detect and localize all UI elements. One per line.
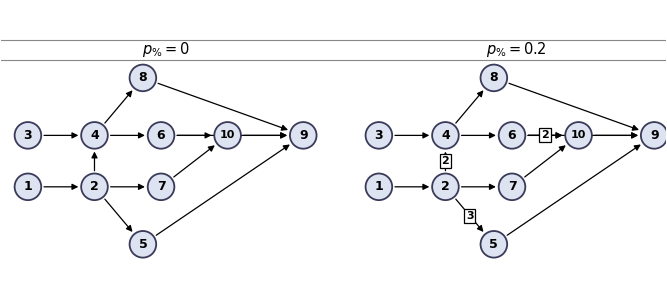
Text: 2: 2 bbox=[441, 180, 450, 193]
Circle shape bbox=[129, 65, 156, 91]
Circle shape bbox=[432, 122, 459, 149]
Text: 2: 2 bbox=[542, 131, 549, 140]
Text: 9: 9 bbox=[650, 129, 658, 142]
Circle shape bbox=[147, 173, 174, 200]
Circle shape bbox=[214, 122, 241, 149]
Text: 3: 3 bbox=[23, 129, 32, 142]
Circle shape bbox=[129, 231, 156, 257]
Circle shape bbox=[641, 122, 667, 149]
Text: 6: 6 bbox=[508, 129, 516, 142]
Circle shape bbox=[480, 231, 507, 257]
Circle shape bbox=[499, 173, 526, 200]
Text: $p_{\%} = 0.2$: $p_{\%} = 0.2$ bbox=[486, 40, 547, 59]
Text: 7: 7 bbox=[157, 180, 165, 193]
Text: 3: 3 bbox=[375, 129, 384, 142]
Text: 7: 7 bbox=[508, 180, 516, 193]
Text: 4: 4 bbox=[90, 129, 99, 142]
Text: 9: 9 bbox=[299, 129, 307, 142]
Circle shape bbox=[81, 173, 108, 200]
Text: 3: 3 bbox=[466, 211, 474, 221]
Circle shape bbox=[565, 122, 592, 149]
Circle shape bbox=[15, 122, 41, 149]
Text: 2: 2 bbox=[90, 180, 99, 193]
Circle shape bbox=[366, 122, 392, 149]
Text: 10: 10 bbox=[220, 131, 235, 140]
Circle shape bbox=[81, 122, 108, 149]
Text: 6: 6 bbox=[157, 129, 165, 142]
Text: 1: 1 bbox=[23, 180, 32, 193]
Circle shape bbox=[366, 173, 392, 200]
Text: 5: 5 bbox=[490, 238, 498, 251]
Circle shape bbox=[290, 122, 317, 149]
Text: 8: 8 bbox=[139, 72, 147, 84]
Text: 4: 4 bbox=[441, 129, 450, 142]
Text: 8: 8 bbox=[490, 72, 498, 84]
Circle shape bbox=[480, 65, 507, 91]
Circle shape bbox=[432, 173, 459, 200]
Circle shape bbox=[15, 173, 41, 200]
Text: $p_{\%} = 0$: $p_{\%} = 0$ bbox=[141, 40, 189, 59]
Text: 1: 1 bbox=[374, 180, 384, 193]
Text: 2: 2 bbox=[442, 156, 450, 166]
Circle shape bbox=[499, 122, 526, 149]
Circle shape bbox=[147, 122, 174, 149]
Text: 10: 10 bbox=[571, 131, 586, 140]
Text: 5: 5 bbox=[139, 238, 147, 251]
